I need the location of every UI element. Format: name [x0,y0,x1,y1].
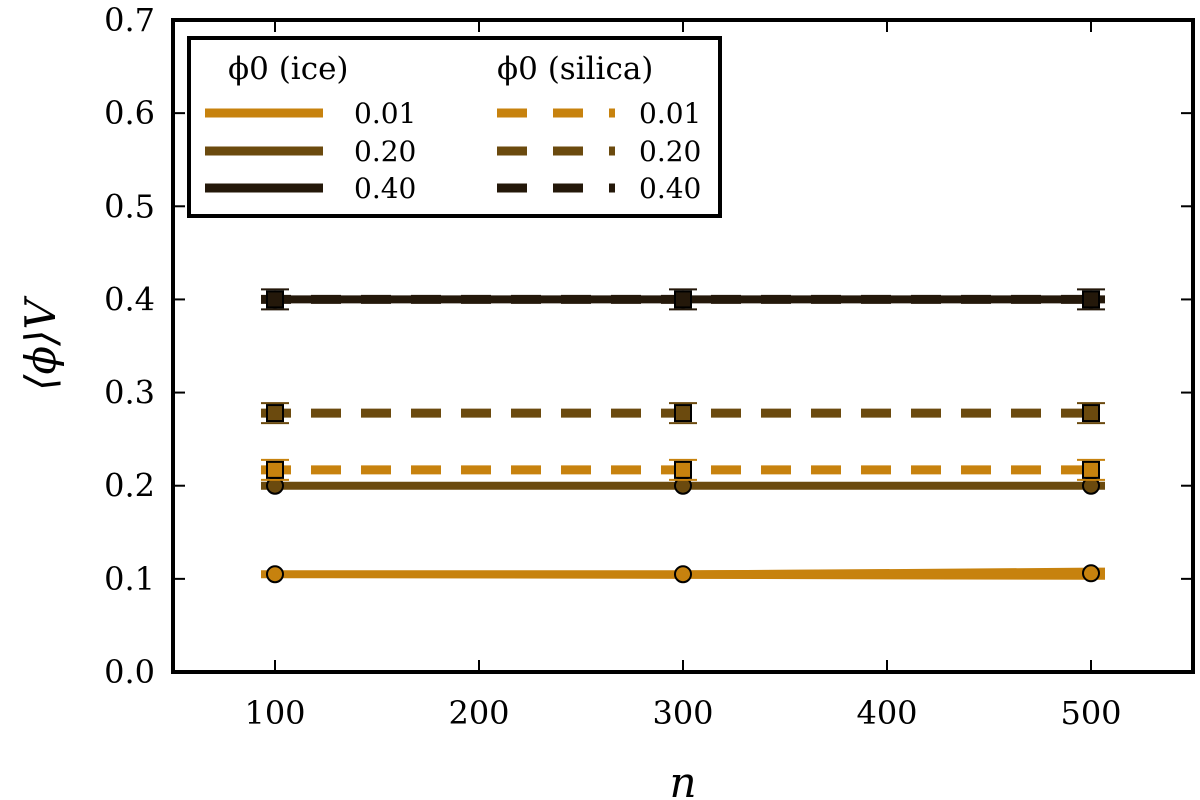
data-point-silica-0.20 [1082,404,1100,423]
series-lines [261,294,1105,579]
data-point-silica-0.20 [266,404,284,423]
legend: ϕ0 (ice) ϕ0 (silica) 0.01 0.20 0.40 0.01 0.2… [187,36,722,218]
y-tick-label: 0.5 [104,187,155,225]
y-tick-label: 0.1 [104,560,155,598]
y-axis-label: ⟨ϕ⟩V [16,295,65,390]
legend-label-ice-0.40: 0.40 [354,172,416,205]
data-point-ice-0.01 [674,565,692,584]
legend-label-silica-0.40: 0.40 [639,172,701,205]
legend-label-silica-0.20: 0.20 [639,135,701,168]
data-point-silica-0.01 [1082,460,1100,479]
y-tick-label: 0.7 [104,1,155,39]
axis-ticks [173,19,1193,673]
legend-label-silica-0.01: 0.01 [639,97,701,130]
y-tick-label: 0.3 [104,374,155,412]
data-point-silica-0.40 [266,290,284,309]
data-point-ice-0.01 [266,565,284,584]
legend-title-ice: ϕ0 (ice) [228,51,349,87]
x-tick-label: 500 [1060,694,1121,732]
y-tick-labels: 0.0 0.1 0.2 0.3 0.4 0.5 0.6 0.7 [104,1,155,691]
x-tick-label: 300 [652,694,713,732]
data-point-silica-0.01 [674,460,692,479]
x-tick-labels: 100 200 300 400 500 [244,694,1121,732]
legend-label-ice-0.20: 0.20 [354,135,416,168]
data-point-silica-0.40 [674,290,692,309]
data-point-silica-0.40 [1082,290,1100,309]
x-axis-label: n [669,758,696,800]
y-tick-label: 0.6 [104,94,155,132]
legend-label-ice-0.01: 0.01 [354,97,416,130]
y-tick-label: 0.2 [104,467,155,505]
error-bands [261,296,1105,580]
data-point-ice-0.01 [1082,564,1100,583]
y-tick-label: 0.4 [104,280,155,318]
data-point-silica-0.01 [266,460,284,479]
y-tick-label: 0.0 [104,653,155,691]
series-markers [261,288,1105,584]
x-tick-label: 100 [244,694,305,732]
legend-title-silica: ϕ0 (silica) [497,51,653,87]
x-tick-label: 400 [856,694,917,732]
data-point-silica-0.20 [674,404,692,423]
x-tick-label: 200 [448,694,509,732]
